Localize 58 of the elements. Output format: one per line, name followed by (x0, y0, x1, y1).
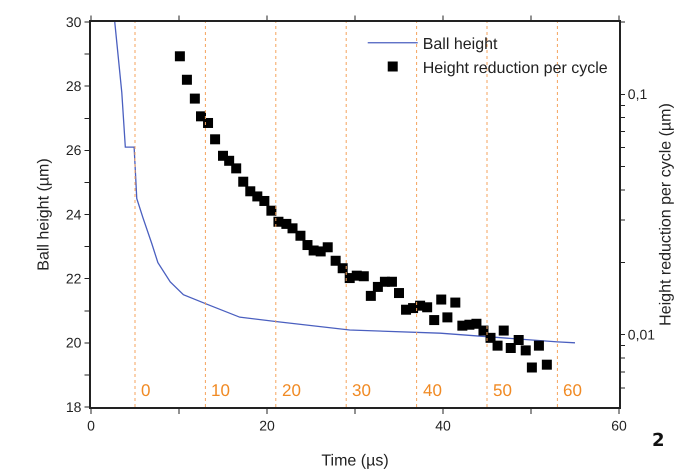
point (288, 223, 298, 234)
point (386, 276, 397, 287)
x-tick-label: 20 (259, 418, 275, 434)
y2-tick-label: 0,01 (628, 326, 656, 343)
y-tick-label: 22 (66, 270, 82, 287)
point (182, 74, 192, 85)
point (231, 163, 242, 174)
point (422, 302, 432, 312)
y-tick-label: 24 (66, 206, 82, 222)
point (526, 362, 537, 372)
text: 2 (652, 430, 665, 451)
point (190, 94, 200, 104)
point (203, 118, 214, 128)
point (429, 315, 440, 326)
y-tick-label: 26 (66, 142, 82, 158)
y-tick-label: 30 (66, 14, 82, 30)
point (450, 298, 460, 308)
annotation: 30 (352, 381, 371, 400)
point (436, 294, 446, 305)
point (330, 256, 341, 266)
x-tick-label: 60 (611, 418, 627, 434)
y-axis-title: Ball height (µm) (36, 158, 52, 271)
point (520, 345, 531, 356)
point (210, 134, 220, 144)
point (224, 156, 234, 166)
legend-label: Height reduction per cycle (422, 60, 608, 77)
legend-label: Ball height (422, 36, 498, 53)
point (366, 290, 376, 301)
point (295, 230, 306, 241)
annotation: 50 (493, 381, 512, 400)
point (238, 176, 248, 187)
point (174, 51, 185, 62)
annotation: 10 (211, 381, 230, 400)
point (266, 206, 276, 216)
point (394, 288, 404, 298)
point (514, 335, 524, 346)
point (358, 271, 369, 282)
point (338, 263, 348, 274)
y-tick-label: 28 (66, 78, 82, 94)
x-tick-label: 0 (87, 418, 96, 434)
point (322, 242, 333, 252)
annotation: 20 (282, 381, 301, 400)
point (506, 343, 516, 353)
y2-tick-label: 0,1 (628, 86, 648, 102)
annotation: 40 (423, 381, 442, 400)
y2-axis-title: Height reduction per cycle (µm) (657, 103, 674, 326)
point (492, 340, 503, 351)
y-tick-label: 18 (66, 398, 82, 415)
annotation: 0 (141, 381, 150, 400)
y-tick-label: 20 (66, 334, 82, 351)
x-axis-title: Time (µs) (321, 452, 389, 470)
x-tick-label: 40 (435, 418, 451, 434)
point (542, 360, 552, 370)
point (534, 340, 544, 351)
point (498, 326, 509, 336)
point (442, 312, 452, 322)
point (259, 196, 270, 206)
annotation: 60 (563, 381, 582, 400)
